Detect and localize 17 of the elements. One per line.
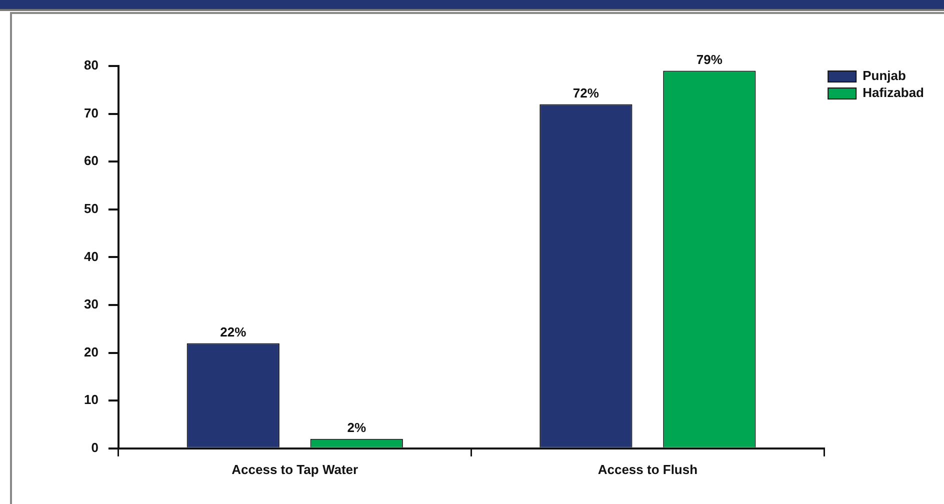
y-tick-label: 40 — [84, 248, 98, 264]
y-tick-label: 0 — [91, 440, 98, 455]
y-tick-label: 60 — [84, 153, 98, 168]
y-tick-label: 50 — [84, 200, 98, 216]
y-tick-label: 20 — [84, 344, 98, 360]
y-tick-label: 70 — [84, 105, 98, 120]
data-label: 72% — [572, 85, 600, 100]
y-tick-label: 30 — [84, 296, 98, 312]
data-label: 22% — [220, 324, 247, 340]
data-label: 2% — [347, 420, 366, 435]
y-tick-label: 80 — [84, 58, 98, 73]
legend-label: Punjab — [862, 68, 906, 84]
y-tick-label: 10 — [84, 392, 98, 408]
x-tick-label: Access to Tap Water — [232, 462, 358, 477]
x-tick-label: Access to Flush — [598, 462, 698, 477]
legend-label: Hafizabad — [862, 85, 924, 100]
data-label: 79% — [696, 52, 723, 67]
